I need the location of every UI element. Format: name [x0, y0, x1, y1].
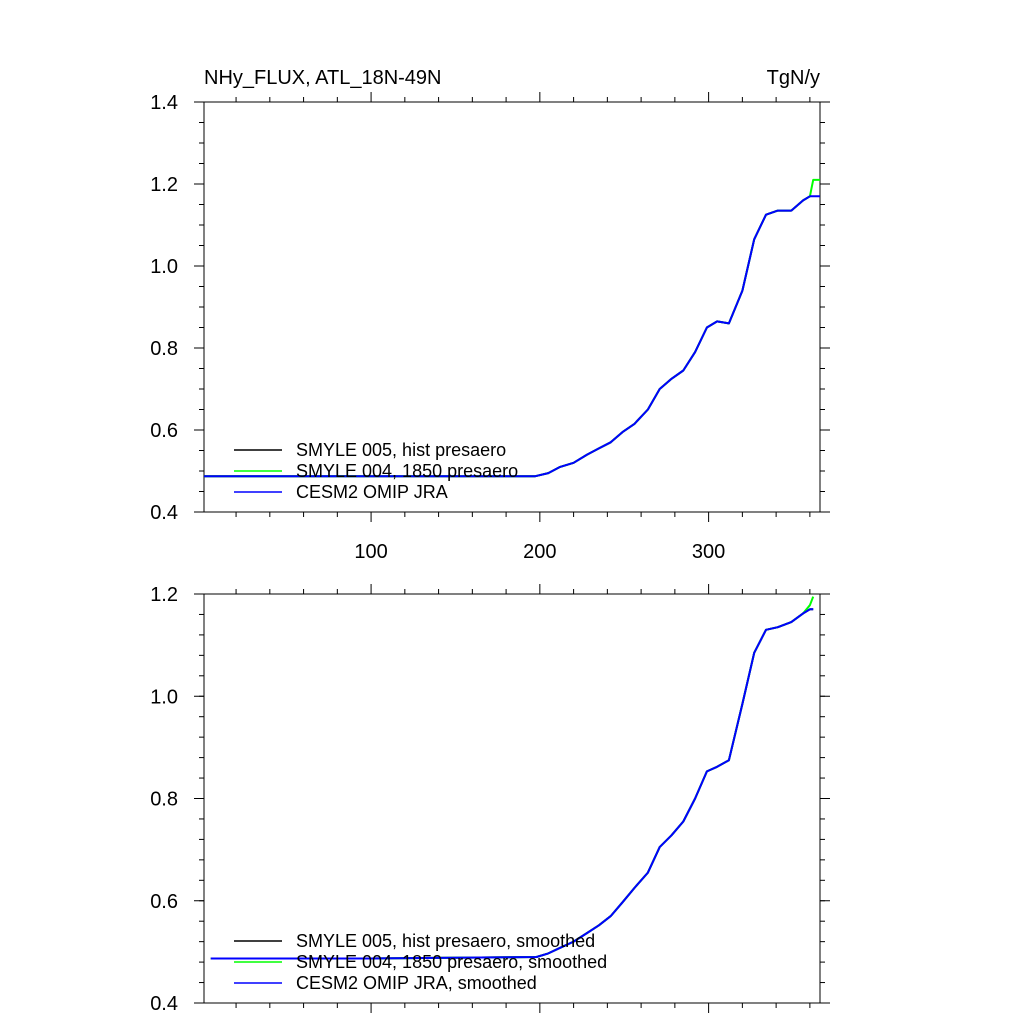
series-line-3	[210, 608, 814, 960]
series-line-2	[204, 178, 820, 478]
series-line-1	[204, 195, 811, 478]
y-tick-label: 0.8	[150, 789, 178, 811]
legend-label: SMYLE 005, hist presaero, smoothed	[296, 931, 595, 951]
y-tick-label: 0.4	[150, 993, 178, 1015]
x-tick-label: 200	[523, 541, 556, 563]
legend-label: SMYLE 004, 1850 presaero	[296, 461, 518, 481]
y-tick-label: 0.6	[150, 420, 178, 442]
legend-label: CESM2 OMIP JRA	[296, 482, 448, 502]
series-line-2	[210, 596, 815, 960]
legend-label: CESM2 OMIP JRA, smoothed	[296, 973, 537, 993]
bottom-panel: 0.4 0.6 0.8 1.0 1.2	[150, 584, 830, 1015]
legend-label: SMYLE 004, 1850 presaero, smoothed	[296, 952, 607, 972]
legend-label: SMYLE 005, hist presaero	[296, 440, 506, 460]
y-tick-label: 0.4	[150, 502, 178, 524]
chart-title: NHy_FLUX, ATL_18N-49N	[204, 67, 442, 89]
y-tick-label: 1.0	[150, 686, 178, 708]
y-tick-label: 1.4	[150, 92, 178, 114]
y-tick-label: 1.2	[150, 584, 178, 606]
y-tick-label: 0.8	[150, 338, 178, 360]
y-tick-label: 0.6	[150, 891, 178, 913]
x-tick-label: 100	[354, 541, 387, 563]
bottom-legend: SMYLE 005, hist presaero, smoothedSMYLE …	[234, 931, 607, 993]
y-tick-label: 1.2	[150, 174, 178, 196]
y-tick-label: 1.0	[150, 256, 178, 278]
series-line-1	[210, 608, 814, 960]
top-panel: 100 200 300 0.4 0.6 0.8 1.0 1.2 1.4	[150, 92, 830, 563]
x-tick-label: 300	[692, 541, 725, 563]
units-label: TgN/y	[767, 67, 820, 89]
series-line-3	[204, 195, 820, 478]
